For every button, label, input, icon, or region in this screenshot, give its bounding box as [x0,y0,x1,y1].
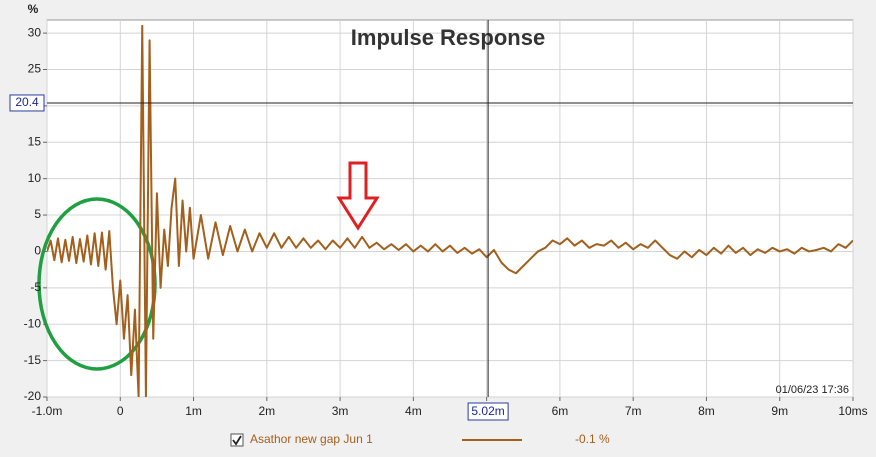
check-mark [232,435,242,446]
series-line [47,24,853,397]
y-tick-label: 0 [34,244,41,258]
y-tick-label: -20 [24,389,42,403]
cursor-y-label: 20.4 [15,95,39,109]
y-unit: % [28,2,39,16]
highlight-arrow [336,161,380,231]
cursor-x-label: 5.02m [471,404,504,418]
legend-checkbox[interactable] [230,433,244,447]
x-tick-label: 0 [117,404,124,418]
y-tick-label: -10 [24,316,42,330]
y-tick-label: 10 [28,171,42,185]
cursor-y-box [9,94,45,112]
y-tick-label: -15 [24,353,42,367]
y-tick-label: 25 [28,62,42,76]
legend-label: Asathor new gap Jun 1 [250,432,373,446]
x-tick-label: 9m [771,404,788,418]
y-tick-label: 30 [28,25,42,39]
x-tick-label: 6m [552,404,569,418]
timestamp: 01/06/23 17:36 [776,384,849,396]
y-tick-label: 15 [28,134,42,148]
x-tick-label: 8m [698,404,715,418]
x-tick-label: 4m [405,404,422,418]
chart-title: Impulse Response [351,25,545,50]
x-tick-label: 2m [258,404,275,418]
x-tick-label: 7m [625,404,642,418]
x-tick-label: 10ms [838,404,867,418]
y-tick-label: -5 [30,280,41,294]
x-tick-label: 1m [185,404,202,418]
cursor-x-box [467,402,509,421]
plot-area [46,19,854,398]
x-tick-label: -1.0m [32,404,63,418]
legend-value: -0.1 % [575,432,610,446]
y-tick-label: 5 [34,207,41,221]
x-tick-label: 3m [332,404,349,418]
